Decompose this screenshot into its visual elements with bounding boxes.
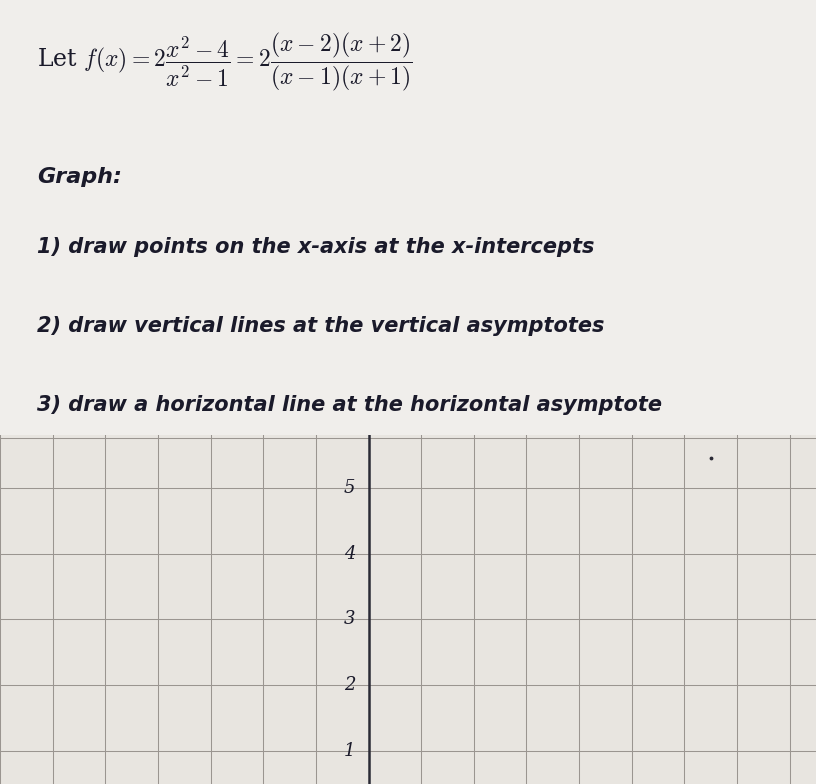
Text: 4: 4 [344,545,355,563]
Text: Graph:: Graph: [37,167,122,187]
Text: 3: 3 [344,611,355,629]
Text: 1) draw points on the x‐axis at the x‐intercepts: 1) draw points on the x‐axis at the x‐in… [37,237,594,257]
Text: 5: 5 [344,479,355,497]
Text: 2: 2 [344,677,355,695]
Text: 2) draw vertical lines at the vertical asymptotes: 2) draw vertical lines at the vertical a… [37,316,604,336]
Text: 1: 1 [344,742,355,760]
Text: Let $f(x) = 2\dfrac{x^2-4}{x^2-1} = 2\dfrac{(x-2)(x+2)}{(x-1)(x+1)}$: Let $f(x) = 2\dfrac{x^2-4}{x^2-1} = 2\df… [37,31,412,93]
Text: 3) draw a horizontal line at the horizontal asymptote: 3) draw a horizontal line at the horizon… [37,395,662,416]
